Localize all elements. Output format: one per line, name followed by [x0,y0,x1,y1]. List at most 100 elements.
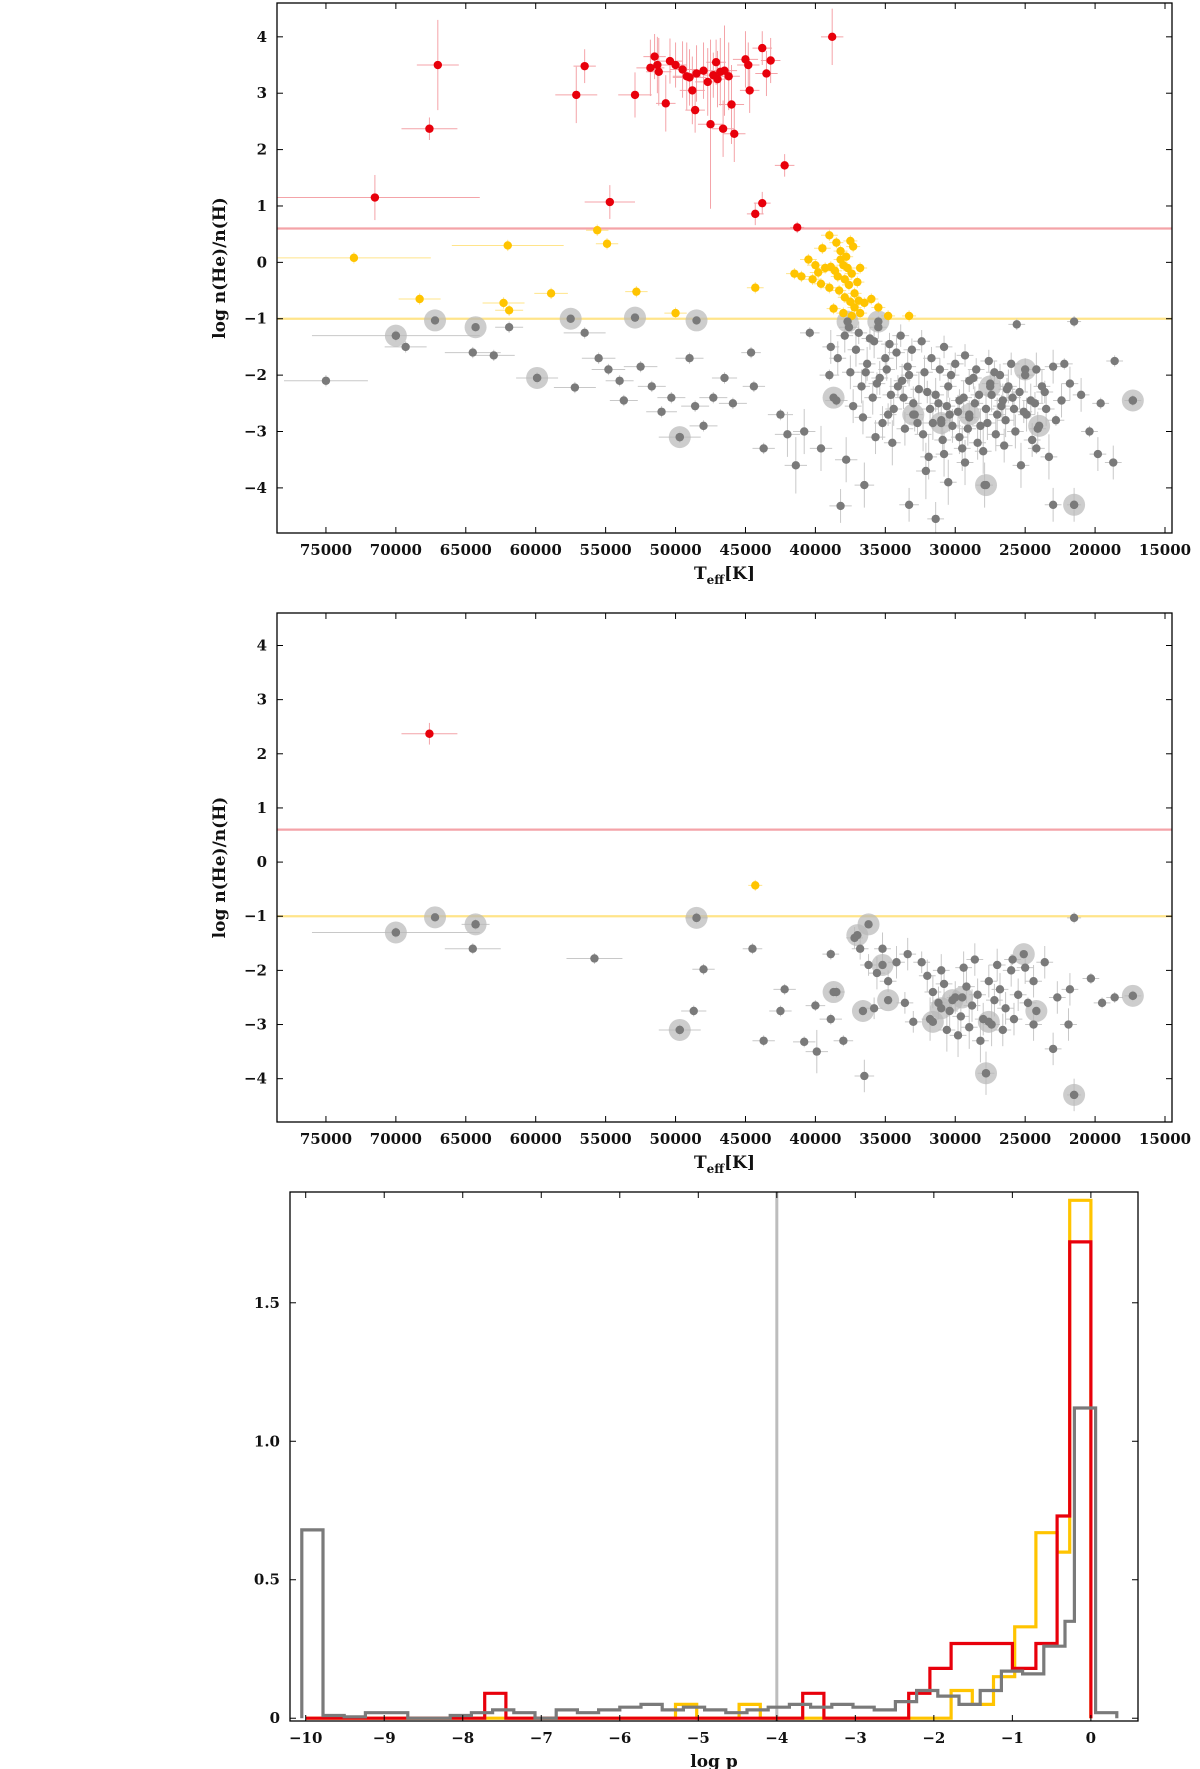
data-point [1065,379,1075,388]
data-point [711,58,721,67]
y-tick-label: 3 [257,84,267,102]
data-point [812,1047,821,1056]
data-point [944,478,953,487]
x-tick-label: 65000 [440,1130,492,1148]
data-point [928,1017,938,1027]
data-point [851,345,861,354]
y-axis-label: log n(He)/n(H) [210,197,230,339]
data-point [836,246,845,256]
plot-area [300,1192,1119,1721]
data-point [746,348,756,357]
data-point [938,435,947,445]
data-point [942,1025,952,1035]
data-point [981,1069,991,1078]
data-point [1053,993,1062,1002]
data-point [590,954,599,963]
data-point [758,43,767,53]
data-point [917,958,926,967]
data-point [928,987,938,997]
data-point [793,223,802,232]
data-point [945,1006,954,1016]
x-tick-label: 20000 [1069,1130,1121,1148]
data-point [984,977,994,986]
data-point [688,86,697,95]
data-point [813,268,823,277]
data-point [1097,998,1107,1008]
data-point [937,966,946,975]
data-point [636,362,645,371]
data-point [619,396,629,405]
data-point [886,390,896,400]
data-point [758,198,767,208]
data-point [903,949,912,959]
x-tick-label: 55000 [580,541,632,559]
data-point [860,480,869,490]
data-point [900,424,910,433]
data-point [1048,362,1058,371]
data-point [825,370,834,380]
data-point [948,421,957,431]
data-point [1002,385,1012,394]
data-point [1057,396,1066,405]
data-point [1041,404,1051,414]
data-point [843,317,852,326]
x-tick-label: 40000 [789,1130,841,1148]
data-point [872,379,882,388]
data-point [945,410,954,419]
x-tick-label: 50000 [649,1130,701,1148]
data-point [699,965,708,974]
y-tick-label: 2 [257,141,267,159]
data-point [1008,393,1017,402]
data-point [605,197,615,207]
data-point [973,990,982,999]
data-point [972,365,981,374]
data-point [903,362,912,371]
data-point [858,413,868,422]
data-point [471,920,480,929]
data-point [1051,416,1061,425]
data-point [970,955,980,964]
data-point [1040,958,1049,967]
data-point [692,316,701,325]
data-point [855,263,865,273]
data-point [904,500,914,510]
data-point [425,729,434,738]
data-point [699,421,708,431]
data-point [766,56,775,65]
data-point [1020,963,1030,972]
data-point [871,432,880,442]
data-point [689,1006,698,1016]
data-point [924,452,933,462]
data-point [1109,458,1118,467]
plot-frame [276,2,1173,534]
data-point [944,382,953,391]
data-point [630,313,640,322]
data-point [881,354,890,363]
data-point [797,272,806,281]
data-point [646,63,655,73]
data-point [857,382,866,391]
y-tick-label: 1.5 [254,1294,280,1312]
data-point [965,410,974,419]
x-axis-label: log p [690,1752,738,1769]
data-point [499,298,508,308]
data-point [1040,387,1049,397]
data-point [433,60,443,70]
data-point [939,979,949,989]
data-point [580,328,589,338]
data-point [914,385,924,394]
data-point [818,244,827,253]
data-point [829,987,838,997]
data-point [839,1036,848,1045]
x-tick-label: 70000 [370,1130,422,1148]
data-point [899,393,908,402]
data-point [580,61,589,71]
x-tick-label: −2 [922,1729,945,1747]
data-point [931,514,940,524]
x-tick-label: 40000 [789,541,841,559]
data-point [811,1001,820,1010]
data-point [800,427,809,436]
data-point [1023,998,1033,1008]
data-point [804,255,813,264]
data-point [865,334,875,343]
